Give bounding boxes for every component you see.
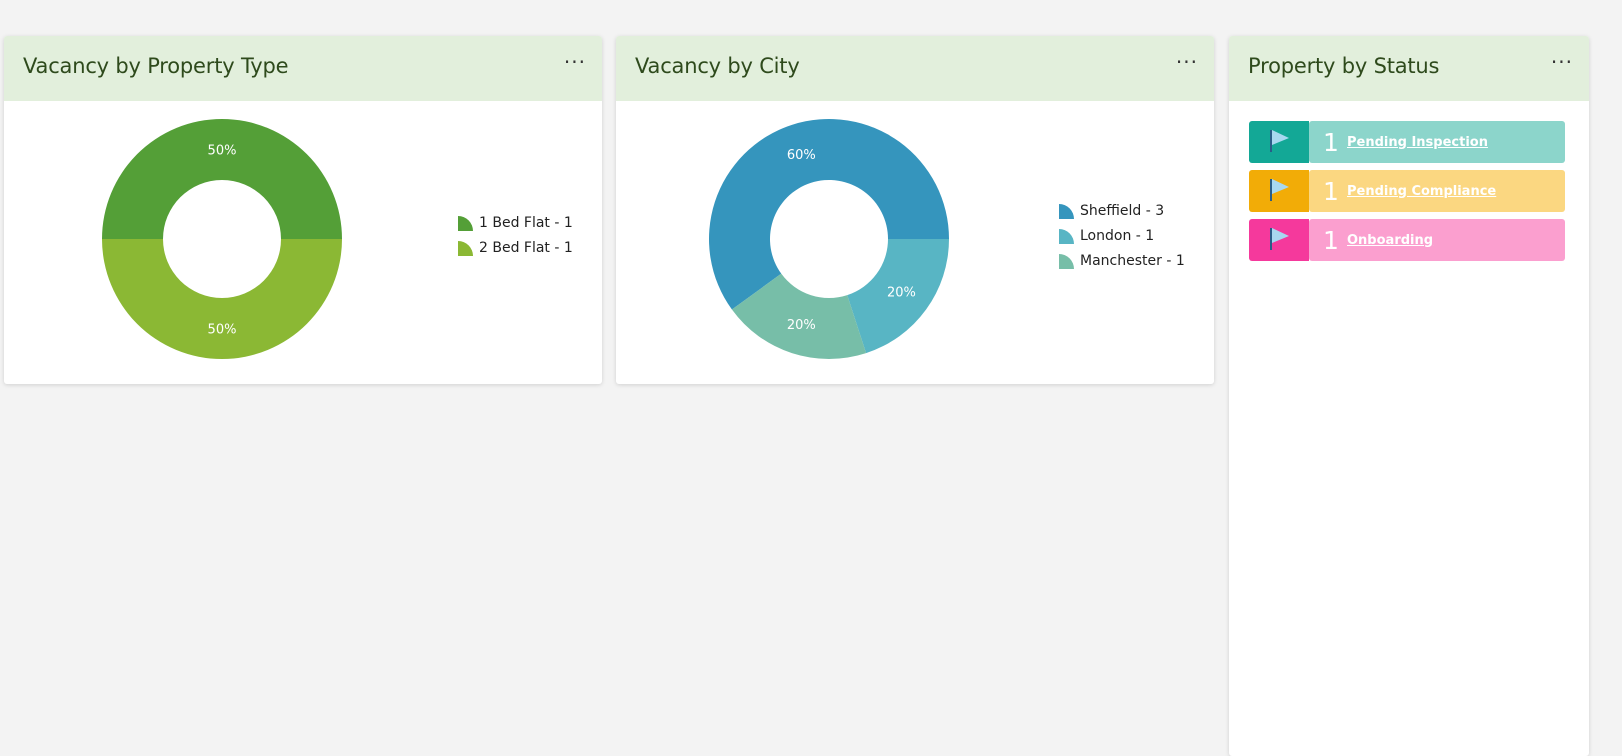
status-flag-cell [1249, 170, 1309, 212]
status-count: 1 [1323, 176, 1339, 206]
more-options-button[interactable]: ··· [1550, 50, 1573, 74]
legend-item-1-bed-flat[interactable]: 1 Bed Flat - 1 [458, 215, 573, 231]
status-row-onboarding[interactable]: 1 Onboarding [1249, 219, 1565, 261]
flag-icon [1270, 179, 1289, 201]
legend-label: Sheffield - 3 [1080, 203, 1165, 219]
vacancy-by-city-card: Vacancy by City ··· 60% 20% 20% Sheffield … [616, 36, 1214, 384]
status-row-pending-compliance[interactable]: 1 Pending Compliance [1249, 170, 1565, 212]
legend-swatch-icon [458, 240, 473, 256]
slice-percent-label: 20% [787, 318, 816, 333]
legend-item-london[interactable]: London - 1 [1059, 228, 1154, 244]
slice-2-bed-flat[interactable] [102, 239, 342, 359]
status-flag-cell [1249, 121, 1309, 163]
card-header: Vacancy by City ··· [616, 36, 1214, 101]
flag-icon [1270, 228, 1289, 250]
legend-label: 2 Bed Flat - 1 [479, 240, 573, 256]
status-link-pending-inspection[interactable]: Pending Inspection [1347, 134, 1488, 150]
legend-item-manchester[interactable]: Manchester - 1 [1059, 253, 1185, 269]
slice-1-bed-flat[interactable] [102, 119, 342, 239]
status-label-cell: 1 Onboarding [1309, 219, 1565, 261]
legend-swatch-icon [458, 215, 473, 231]
status-count: 1 [1323, 127, 1339, 157]
status-count: 1 [1323, 225, 1339, 255]
legend-item-sheffield[interactable]: Sheffield - 3 [1059, 203, 1164, 219]
card-title: Vacancy by City [635, 54, 800, 78]
slice-percent-label: 50% [208, 323, 237, 338]
card-title: Vacancy by Property Type [23, 54, 289, 78]
legend-label: London - 1 [1080, 228, 1155, 244]
legend-item-2-bed-flat[interactable]: 2 Bed Flat - 1 [458, 240, 573, 256]
slice-percent-label: 20% [887, 286, 916, 301]
legend-label: Manchester - 1 [1080, 253, 1185, 269]
status-flag-cell [1249, 219, 1309, 261]
legend-label: 1 Bed Flat - 1 [479, 215, 573, 231]
slice-london[interactable] [847, 239, 949, 354]
property-type-donut-chart: 50% 50% [102, 119, 342, 359]
slice-percent-label: 50% [208, 144, 237, 159]
property-by-status-card: Property by Status ··· 1 Pending Inspect… [1229, 36, 1589, 756]
card-header: Property by Status ··· [1229, 36, 1589, 101]
slice-sheffield[interactable] [709, 119, 949, 310]
legend-swatch-icon [1059, 228, 1074, 244]
status-label-cell: 1 Pending Compliance [1309, 170, 1565, 212]
legend-swatch-icon [1059, 253, 1074, 269]
status-link-pending-compliance[interactable]: Pending Compliance [1347, 183, 1497, 199]
more-options-button[interactable]: ··· [563, 50, 586, 74]
more-options-button[interactable]: ··· [1175, 50, 1198, 74]
vacancy-by-property-type-card: Vacancy by Property Type ··· 50% 50% 1 Be… [4, 36, 602, 384]
city-donut-chart: 60% 20% 20% [709, 119, 949, 360]
status-label-cell: 1 Pending Inspection [1309, 121, 1565, 163]
flag-icon [1270, 130, 1289, 152]
card-title: Property by Status [1248, 54, 1440, 78]
slice-manchester[interactable] [731, 273, 867, 360]
slice-percent-label: 60% [787, 148, 816, 163]
status-link-onboarding[interactable]: Onboarding [1347, 232, 1434, 248]
legend-swatch-icon [1059, 203, 1074, 219]
card-header: Vacancy by Property Type ··· [4, 36, 602, 101]
status-row-pending-inspection[interactable]: 1 Pending Inspection [1249, 121, 1565, 163]
